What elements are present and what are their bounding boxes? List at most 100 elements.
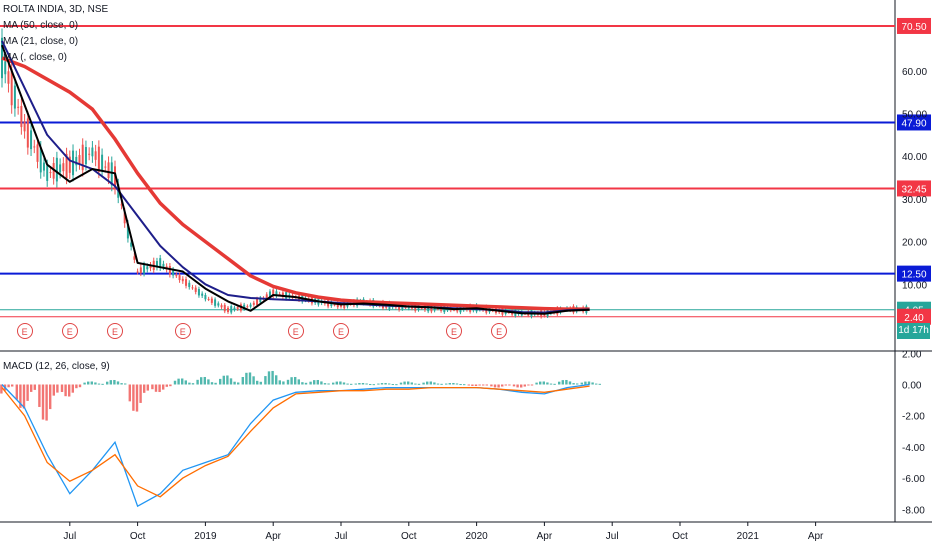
earnings-marker[interactable]: E — [16, 323, 33, 339]
macd-histogram-bar — [245, 372, 248, 385]
candle-body — [340, 304, 342, 307]
macd-histogram-bar — [414, 383, 417, 385]
candle-body — [20, 106, 23, 128]
candle-body — [159, 258, 162, 268]
macd-histogram-bar — [403, 381, 406, 385]
candle-body — [233, 307, 236, 310]
indicator-ma21[interactable]: MA (21, close, 0) — [3, 36, 79, 47]
earnings-marker[interactable]: E — [174, 323, 191, 339]
earnings-marker[interactable]: E — [61, 323, 78, 339]
candle-body — [17, 106, 20, 108]
macd-line — [1, 383, 590, 508]
macd-histogram-bar — [535, 382, 538, 385]
macd-histogram-bar — [135, 384, 139, 412]
candle-body — [46, 165, 49, 181]
macd-histogram-bar — [501, 384, 504, 387]
earnings-marker[interactable]: E — [107, 323, 123, 339]
macd-histogram-bar — [271, 370, 274, 385]
candle-body — [10, 69, 13, 106]
candle-body — [88, 153, 91, 155]
macd-histogram-bar — [497, 384, 500, 388]
candle-body — [249, 304, 252, 307]
candle-body — [114, 166, 116, 189]
macd-histogram-bar — [294, 376, 297, 385]
candle-body — [59, 164, 62, 173]
candle-body — [146, 266, 149, 270]
macd-histogram-bar — [482, 384, 485, 386]
macd-histogram-bar — [60, 384, 64, 392]
candle-body — [181, 278, 184, 282]
macd-histogram-bar — [191, 383, 195, 385]
earnings-marker[interactable]: E — [446, 323, 462, 339]
macd-histogram-bar — [565, 379, 568, 385]
time-tick-label: Oct — [401, 531, 417, 542]
macd-tick-label: -8.00 — [902, 505, 925, 516]
indicator-ma50[interactable]: MA (50, close, 0) — [3, 20, 79, 31]
macd-histogram-bar — [422, 382, 425, 385]
level-tag-3 — [897, 265, 931, 282]
macd-histogram-bar — [463, 384, 466, 386]
macd-tick-label: -2.00 — [902, 412, 925, 423]
candle-body — [168, 266, 171, 275]
candle-body — [136, 271, 139, 273]
candle-body — [133, 256, 136, 260]
macd-indicator-label[interactable]: MACD (12, 26, close, 9) — [3, 361, 110, 372]
macd-histogram-bar — [90, 381, 93, 385]
macd-histogram-bar — [83, 382, 86, 385]
macd-histogram-bar — [196, 379, 199, 385]
macd-histogram-bar — [162, 384, 165, 390]
macd-histogram-bar — [516, 384, 519, 388]
candle-body — [120, 204, 123, 206]
macd-histogram-bar — [332, 382, 335, 385]
macd-histogram-bar — [290, 377, 293, 385]
earnings-marker[interactable]: E — [287, 323, 304, 339]
macd-histogram-bar — [87, 381, 90, 385]
macd-histogram-bar — [591, 382, 594, 385]
candle-body — [188, 282, 191, 288]
candle-body — [155, 261, 158, 268]
candle-body — [62, 163, 65, 172]
macd-histogram-bar — [259, 381, 262, 385]
candle-body — [68, 156, 71, 173]
price-tick-label: 30.00 — [902, 195, 927, 206]
macd-histogram-bar — [595, 383, 598, 385]
time-tick-label: Apr — [537, 531, 553, 542]
indicator-ma[interactable]: MA (, close, 0) — [3, 52, 67, 63]
candle-body — [230, 306, 233, 313]
candle-body — [33, 146, 36, 148]
macd-histogram-bar — [568, 381, 572, 385]
ma-50-line — [1, 56, 590, 311]
candle-body — [191, 287, 194, 289]
level-label-5: 2.40 — [904, 313, 924, 324]
macd-histogram-bar — [64, 384, 67, 397]
candle-body — [404, 307, 407, 309]
candle-body — [52, 163, 55, 179]
macd-histogram-bar — [219, 378, 222, 385]
candle-body — [420, 307, 423, 309]
candle-body — [201, 293, 204, 296]
macd-histogram-bar — [19, 384, 22, 408]
macd-histogram-bar — [380, 383, 384, 385]
candle-body — [172, 269, 175, 276]
level-label-2: 32.45 — [901, 184, 926, 195]
macd-histogram-bar — [68, 384, 71, 397]
candle-body — [178, 275, 181, 281]
macd-histogram-bar — [113, 379, 116, 385]
earnings-marker[interactable]: E — [491, 323, 508, 339]
level-tag-5 — [897, 308, 931, 325]
time-tick-label: Jul — [63, 531, 76, 542]
macd-histogram-bar — [38, 384, 41, 407]
macd-histogram-bar — [584, 381, 587, 385]
candle-body — [207, 298, 210, 300]
symbol-title[interactable]: ROLTA INDIA, 3D, NSE — [3, 4, 109, 15]
candle-body — [275, 291, 278, 296]
earnings-marker[interactable]: E — [333, 323, 349, 339]
price-tick-label: 50.00 — [902, 110, 927, 121]
candle-body — [123, 212, 126, 224]
price-tick-label: 10.00 — [902, 280, 927, 291]
macd-histogram-bar — [169, 384, 172, 387]
candle-body — [259, 298, 262, 303]
candle-body — [97, 146, 100, 172]
macd-histogram-bar — [384, 382, 387, 385]
